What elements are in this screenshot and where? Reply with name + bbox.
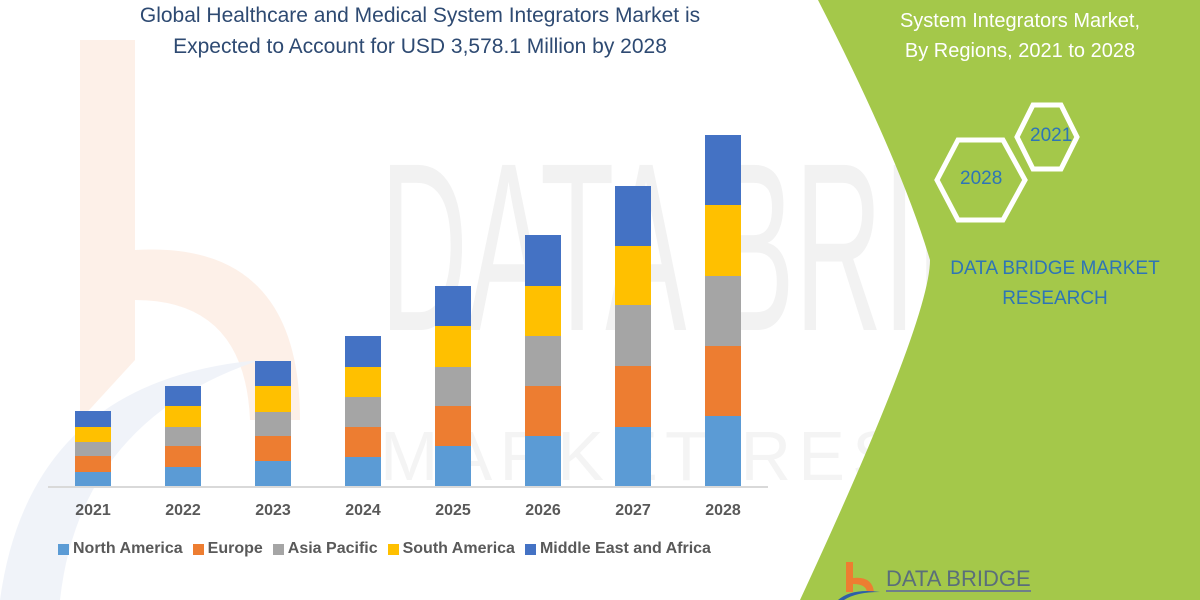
legend-item-asia-pacific: Asia Pacific (272, 540, 378, 558)
bar-segment-europe (435, 405, 471, 446)
bar-2027 (615, 186, 651, 486)
legend-item-north-america: North America (58, 540, 183, 558)
legend-swatch-icon (58, 543, 69, 555)
x-axis-label: 2024 (345, 502, 381, 519)
x-axis-label: 2027 (615, 502, 651, 519)
bar-segment-europe (705, 346, 741, 417)
bar-2021 (75, 410, 111, 486)
bar-segment-south-america (345, 366, 381, 397)
bar-segment-asia-pacific (75, 441, 111, 456)
bar-segment-asia-pacific (615, 305, 651, 367)
x-axis-label: 2021 (75, 502, 111, 519)
legend-swatch-icon (524, 543, 536, 555)
bar-segment-asia-pacific (435, 367, 471, 406)
bar-segment-asia-pacific (165, 426, 201, 446)
bar-segment-south-america (705, 205, 741, 277)
bar-segment-europe (165, 445, 201, 467)
side-panel-title: System Integrators Market, By Regions, 2… (840, 6, 1200, 66)
hexagon-label-2021: 2021 (1030, 125, 1073, 146)
bar-2026 (525, 234, 561, 486)
bar-segment-middle-east-and-africa (705, 135, 741, 206)
legend-label: Asia Pacific (287, 540, 378, 557)
chart-title: Global Healthcare and Medical System Int… (60, 0, 780, 62)
bar-segment-europe (255, 435, 291, 461)
x-axis-line (48, 486, 768, 488)
legend-swatch-icon (192, 543, 204, 555)
legend-label: South America (402, 540, 515, 557)
bar-segment-asia-pacific (345, 396, 381, 427)
bar-segment-europe (75, 455, 111, 472)
x-axis-label: 2022 (165, 502, 201, 519)
side-panel-title-line-1: System Integrators Market, (899, 10, 1141, 32)
bar-segment-south-america (525, 285, 561, 336)
bar-segment-north-america (525, 435, 561, 486)
bar-segment-north-america (435, 445, 471, 486)
bar-segment-south-america (615, 246, 651, 305)
logo-text: DATA BRIDGE (886, 566, 1031, 592)
bar-segment-middle-east-and-africa (615, 186, 651, 247)
side-panel-title-line-2: By Regions, 2021 to 2028 (904, 40, 1136, 62)
bar-segment-europe (615, 366, 651, 428)
bar-2024 (345, 335, 381, 486)
bar-segment-asia-pacific (255, 411, 291, 436)
data-bridge-logo: DATA BRIDGE (838, 562, 1031, 600)
x-axis-label: 2026 (525, 502, 561, 519)
bar-segment-north-america (615, 427, 651, 486)
legend-swatch-icon (272, 543, 284, 555)
brand-name-line-1: DATA BRIDGE MARKET (950, 258, 1160, 279)
bar-segment-middle-east-and-africa (345, 335, 381, 367)
bar-segment-south-america (75, 426, 111, 442)
bar-segment-asia-pacific (525, 335, 561, 386)
bar-2025 (435, 286, 471, 486)
legend-label: North America (73, 540, 183, 557)
bar-segment-middle-east-and-africa (165, 385, 201, 406)
chart-title-line-2: Expected to Account for USD 3,578.1 Mill… (173, 35, 667, 58)
legend-item-europe: Europe (192, 540, 263, 558)
bar-segment-middle-east-and-africa (255, 360, 291, 386)
logo-mark-icon (838, 562, 880, 600)
bar-segment-south-america (165, 405, 201, 427)
bar-2028 (705, 135, 741, 486)
bar-segment-north-america (75, 471, 111, 486)
bar-segment-europe (525, 385, 561, 436)
bar-segment-europe (345, 426, 381, 457)
bar-segment-middle-east-and-africa (525, 234, 561, 286)
chart-title-line-1: Global Healthcare and Medical System Int… (139, 4, 701, 27)
chart-legend: North America Europe Asia Pacific South Ame… (58, 540, 711, 558)
svg-text:DATA BRIDGE: DATA BRIDGE (380, 113, 1180, 381)
bar-segment-north-america (345, 456, 381, 486)
hexagon-label-2028: 2028 (960, 168, 1003, 189)
bar-2022 (165, 385, 201, 486)
bar-segment-south-america (435, 326, 471, 368)
bar-segment-south-america (255, 385, 291, 412)
svg-text:MARKET RESEARCH: MARKET RESEARCH (380, 417, 1180, 495)
legend-label: Middle East and Africa (539, 540, 711, 557)
x-axis-label: 2025 (435, 502, 471, 519)
legend-label: Europe (207, 540, 263, 557)
brand-name: DATA BRIDGE MARKET RESEARCH (905, 254, 1200, 314)
legend-item-middle-east-and-africa: Middle East and Africa (524, 540, 711, 558)
bar-segment-middle-east-and-africa (75, 410, 111, 427)
bar-segment-north-america (165, 466, 201, 486)
bar-segment-middle-east-and-africa (435, 286, 471, 327)
bar-segment-asia-pacific (705, 276, 741, 347)
bar-2023 (255, 360, 291, 486)
brand-name-line-2: RESEARCH (1002, 288, 1108, 309)
bar-segment-north-america (255, 460, 291, 486)
x-axis-label: 2023 (255, 502, 291, 519)
legend-swatch-icon (387, 543, 399, 555)
legend-item-south-america: South America (387, 540, 515, 558)
bar-segment-north-america (705, 416, 741, 486)
x-axis-label: 2028 (705, 502, 741, 519)
